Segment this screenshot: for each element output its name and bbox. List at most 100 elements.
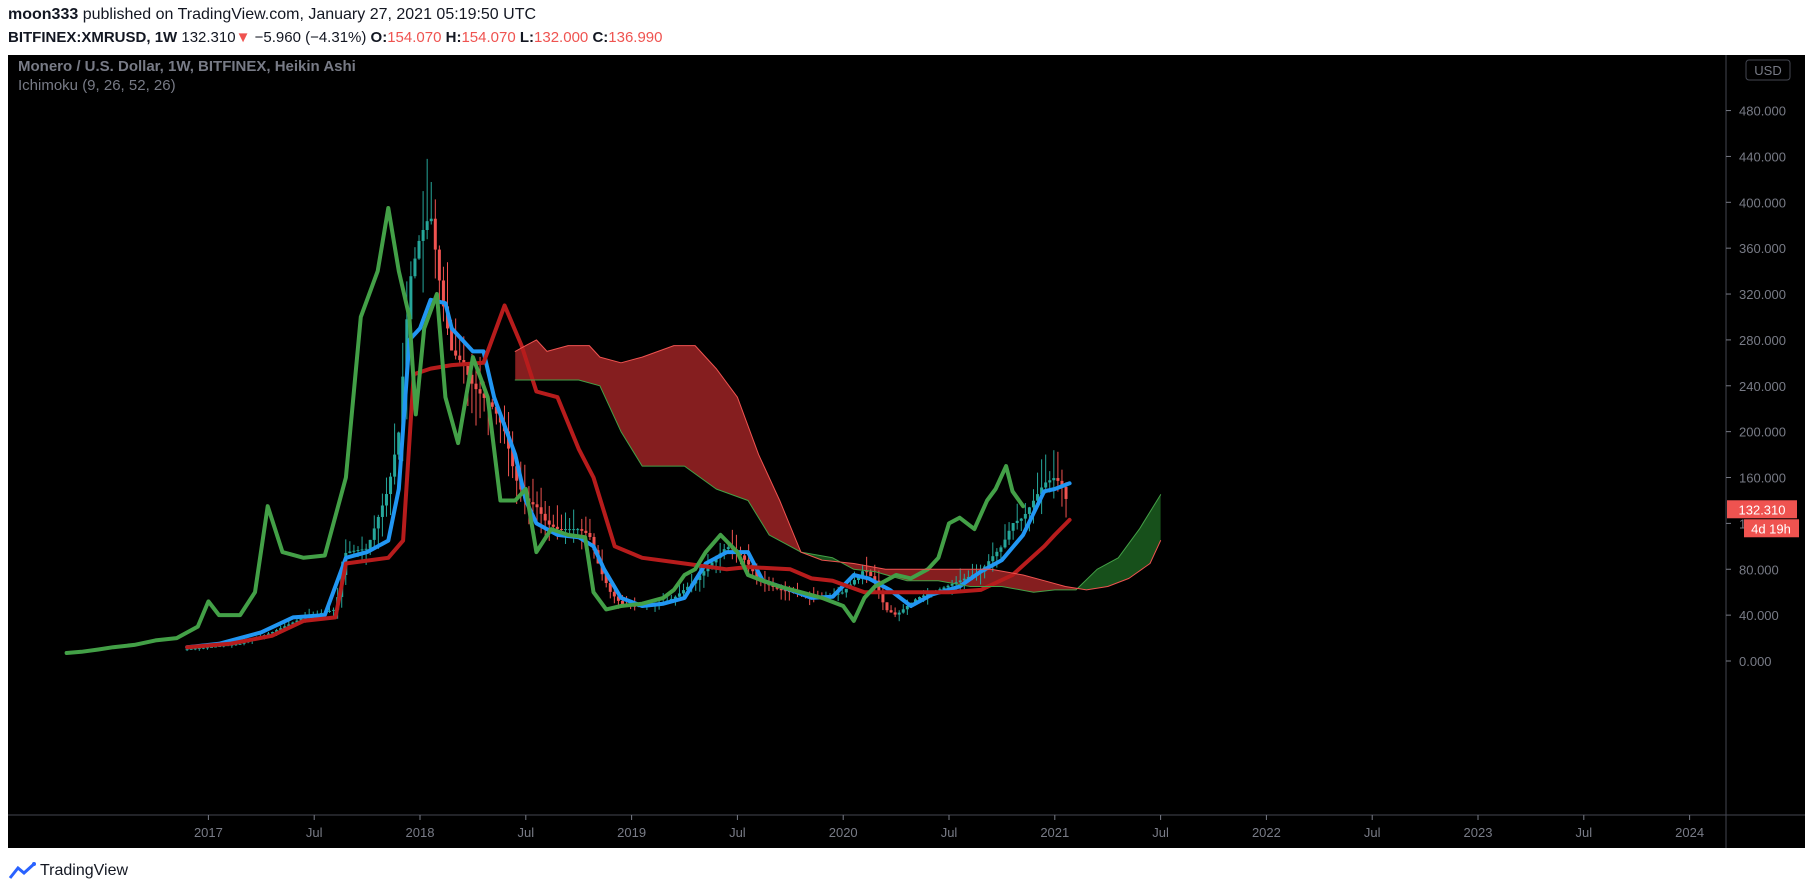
symbol-ticker[interactable]: BITFINEX:XMRUSD bbox=[8, 29, 147, 46]
x-tick-label: 2019 bbox=[617, 825, 646, 840]
candle-body bbox=[356, 550, 360, 552]
currency-button[interactable] bbox=[1745, 59, 1791, 81]
low-value: 132.000 bbox=[534, 29, 589, 46]
candle-body bbox=[710, 562, 714, 567]
x-tick-label: Jul bbox=[1152, 825, 1169, 840]
candle-body bbox=[946, 585, 950, 588]
candle-body bbox=[1064, 486, 1068, 499]
x-tick-label: 2023 bbox=[1464, 825, 1493, 840]
candle-body bbox=[401, 376, 405, 433]
candle-body bbox=[458, 355, 462, 361]
open-label: O: bbox=[370, 29, 388, 46]
candle-body bbox=[490, 402, 494, 407]
candle-body bbox=[897, 612, 901, 615]
candle-body bbox=[1023, 513, 1027, 519]
candle-body bbox=[209, 646, 213, 648]
publisher-name[interactable]: moon333 bbox=[8, 6, 79, 23]
high-value: 154.070 bbox=[461, 29, 516, 46]
candle-body bbox=[332, 609, 336, 611]
legend-title: Monero / U.S. Dollar, 1W, BITFINEX, Heik… bbox=[18, 58, 356, 75]
candle-body bbox=[1056, 478, 1060, 481]
candle-body bbox=[1027, 507, 1031, 514]
candle-body bbox=[470, 374, 474, 384]
x-tick-label: 2021 bbox=[1040, 825, 1069, 840]
candle-body bbox=[588, 533, 592, 537]
candle-body bbox=[677, 593, 681, 597]
chart-area[interactable]: 0.00040.00080.000120.000160.000200.00024… bbox=[8, 55, 1805, 848]
published-text: published on TradingView.com, January 27… bbox=[82, 6, 537, 23]
candle-body bbox=[861, 571, 865, 576]
candle-body bbox=[234, 644, 238, 646]
x-tick-label: 2018 bbox=[406, 825, 435, 840]
candle-body bbox=[620, 600, 624, 604]
y-tick-label: 440.000 bbox=[1739, 149, 1786, 164]
candle-body bbox=[873, 576, 877, 581]
close-value: 136.990 bbox=[608, 29, 663, 46]
x-tick-label: Jul bbox=[729, 825, 746, 840]
y-tick-label: 160.000 bbox=[1739, 471, 1786, 486]
candle-body bbox=[1031, 500, 1035, 508]
x-tick-label: 2017 bbox=[194, 825, 223, 840]
candle-body bbox=[478, 389, 482, 394]
candle-body bbox=[1040, 487, 1044, 495]
candle-body bbox=[1048, 480, 1052, 483]
last-price-marker bbox=[1727, 500, 1797, 519]
publish-line: moon333 published on TradingView.com, Ja… bbox=[8, 6, 536, 24]
candle-body bbox=[389, 476, 393, 495]
candle-body bbox=[352, 550, 356, 552]
candle-body bbox=[511, 448, 515, 467]
tradingview-logo-icon bbox=[8, 862, 36, 879]
candle-body bbox=[950, 583, 954, 586]
candle-body bbox=[279, 628, 283, 631]
candle-body bbox=[938, 589, 942, 591]
candle-body bbox=[726, 547, 730, 550]
candle-body bbox=[515, 466, 519, 481]
candle-body bbox=[283, 626, 287, 629]
footer-brand[interactable]: TradingView bbox=[40, 862, 129, 879]
symbol-line: BITFINEX:XMRUSD, 1W 132.310▼ −5.960 (−4.… bbox=[8, 29, 663, 46]
candle-body bbox=[454, 350, 458, 356]
candle-body bbox=[901, 609, 905, 613]
candle-body bbox=[413, 258, 417, 277]
candle-body bbox=[1015, 520, 1019, 524]
candle-body bbox=[755, 571, 759, 578]
last-price: 132.310 bbox=[181, 29, 236, 46]
open-value: 154.070 bbox=[387, 29, 442, 46]
candle-body bbox=[1003, 539, 1007, 548]
candle-body bbox=[1044, 482, 1048, 488]
candle-body bbox=[942, 587, 946, 590]
candle-body bbox=[494, 406, 498, 414]
candle-body bbox=[592, 536, 596, 551]
candle-body bbox=[299, 618, 303, 621]
candle-body bbox=[433, 218, 437, 250]
candle-body bbox=[482, 393, 486, 398]
candle-body bbox=[865, 571, 869, 573]
currency-label: USD bbox=[1754, 63, 1781, 78]
candle-body bbox=[474, 383, 478, 390]
footer: TradingView bbox=[8, 860, 128, 882]
candle-body bbox=[966, 576, 970, 579]
high-label: H: bbox=[445, 29, 462, 46]
legend-indicator[interactable]: Ichimoku (9, 26, 52, 26) bbox=[18, 77, 176, 94]
candle-body bbox=[682, 590, 686, 594]
y-tick-label: 0.000 bbox=[1739, 654, 1772, 669]
candle-body bbox=[535, 504, 539, 508]
candle-body bbox=[193, 648, 197, 650]
candle-body bbox=[743, 555, 747, 560]
candle-body bbox=[1052, 478, 1056, 481]
y-tick-label: 360.000 bbox=[1739, 241, 1786, 256]
candle-body bbox=[368, 539, 372, 549]
x-tick-label: Jul bbox=[1575, 825, 1592, 840]
candle-body bbox=[608, 583, 612, 592]
candle-body bbox=[405, 319, 409, 377]
candle-body bbox=[380, 505, 384, 517]
candle-body bbox=[543, 513, 547, 521]
candle-body bbox=[995, 551, 999, 557]
candle-body bbox=[616, 596, 620, 601]
candle-body bbox=[702, 571, 706, 576]
candle-body bbox=[889, 610, 893, 613]
candle-body bbox=[205, 647, 209, 649]
chart-svg[interactable]: 0.00040.00080.000120.000160.000200.00024… bbox=[8, 55, 1805, 848]
x-tick-label: Jul bbox=[941, 825, 958, 840]
candle-body bbox=[238, 643, 242, 645]
